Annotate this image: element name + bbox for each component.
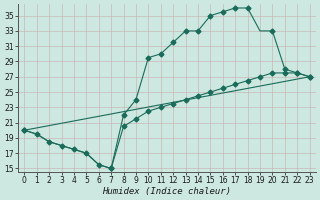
X-axis label: Humidex (Indice chaleur): Humidex (Indice chaleur): [102, 187, 231, 196]
